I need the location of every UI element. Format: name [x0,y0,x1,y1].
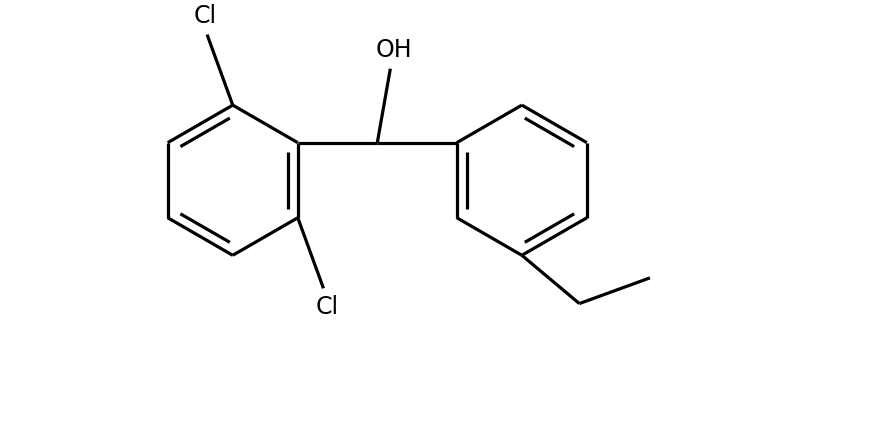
Text: OH: OH [376,38,412,62]
Text: Cl: Cl [315,295,338,319]
Text: Cl: Cl [194,4,217,28]
